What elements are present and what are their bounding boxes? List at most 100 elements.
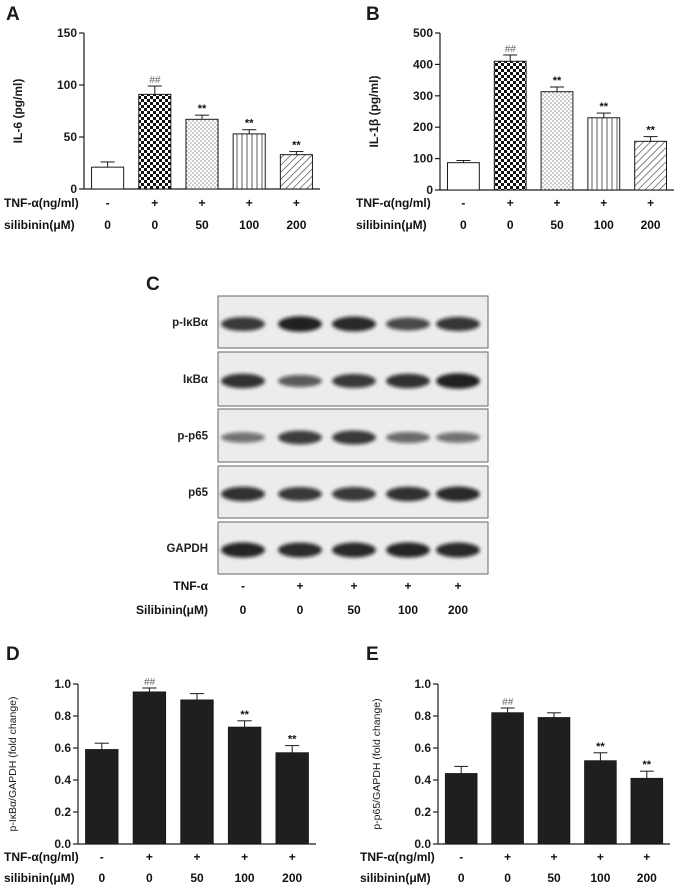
blot-condition-value: 0 <box>297 603 304 617</box>
y-tick-label: 500 <box>413 26 433 40</box>
bar <box>275 752 309 845</box>
significance-mark: ** <box>600 101 609 113</box>
y-tick-label: 300 <box>413 89 433 103</box>
blot-band <box>436 316 480 332</box>
condition-value: + <box>553 196 560 210</box>
condition-label: silibinin(μM) <box>4 871 75 885</box>
bar <box>584 760 617 845</box>
y-tick-label: 0.2 <box>414 805 431 819</box>
y-tick-label: 0.2 <box>54 805 71 819</box>
significance-mark: ** <box>198 103 207 115</box>
condition-value: - <box>461 196 465 210</box>
y-tick-label: 0.6 <box>54 741 71 755</box>
condition-value: 0 <box>104 218 111 232</box>
panel-label-d: D <box>6 644 20 665</box>
condition-value: 100 <box>590 871 610 885</box>
bar <box>138 93 172 190</box>
condition-value: + <box>507 196 514 210</box>
blot-condition-value: + <box>454 579 461 593</box>
panel-label-c: C <box>146 274 160 295</box>
blot-condition-value: + <box>296 579 303 593</box>
condition-label: TNF-α(ng/ml) <box>356 196 431 210</box>
condition-value: 100 <box>594 218 614 232</box>
blot-row-label: p-IκBα <box>172 317 208 329</box>
y-tick-label: 50 <box>64 130 78 144</box>
y-tick-label: 0 <box>70 182 77 196</box>
condition-label: TNF-α(ng/ml) <box>360 850 435 864</box>
blot-row-label: GAPDH <box>166 543 208 555</box>
blot-band <box>278 316 322 332</box>
condition-value: 200 <box>641 218 661 232</box>
bar <box>132 691 167 845</box>
blot-band <box>221 373 265 389</box>
condition-label: silibinin(μM) <box>360 871 431 885</box>
blot-band <box>332 374 376 388</box>
blot-band <box>221 317 265 331</box>
blot-row-label: p-p65 <box>177 431 208 443</box>
chart-p-ikba-ratio: 0.0 0.2 0.4 0.6 0.8 1.0 p-IκBα/GAPDH (fold cha… <box>4 677 316 885</box>
blot-band <box>386 373 430 389</box>
significance-mark: ## <box>505 44 517 55</box>
y-tick-label: 100 <box>413 152 433 166</box>
bar <box>493 60 527 191</box>
blot-condition-value: + <box>404 579 411 593</box>
chart-il1b: 0 100 200 300 400 500 IL-1β (pg/ml) - 0 ## +0 ** +50… <box>356 26 674 232</box>
condition-value: + <box>151 196 158 210</box>
blot-band <box>436 542 480 558</box>
blot-band <box>332 487 376 501</box>
bar <box>630 777 664 845</box>
blot-band <box>332 542 376 558</box>
condition-value: + <box>504 850 511 864</box>
condition-value: + <box>193 850 200 864</box>
y-axis-label: IL-6 (pg/ml) <box>11 79 25 144</box>
condition-value: 50 <box>550 218 564 232</box>
y-tick-label: 150 <box>57 26 77 40</box>
bar <box>634 140 668 191</box>
y-tick-label: 0.0 <box>414 837 431 851</box>
blot-band <box>386 486 430 502</box>
y-axis-label: p-p65/GAPDH (fold change) <box>371 698 383 829</box>
condition-value: 0 <box>146 871 153 885</box>
blot-band <box>386 432 430 443</box>
condition-value: 0 <box>98 871 105 885</box>
blot-condition-label: Silibinin(μM) <box>136 603 208 617</box>
bar <box>491 712 524 845</box>
blot-band <box>278 375 322 387</box>
significance-mark: ** <box>643 759 652 771</box>
significance-mark: ** <box>646 125 655 137</box>
blot-condition-value: + <box>350 579 357 593</box>
condition-value: 0 <box>460 218 467 232</box>
chart-p-p65-ratio: 0.0 0.2 0.4 0.6 0.8 1.0 p-p65/GAPDH (fold chan… <box>360 677 670 885</box>
condition-value: - <box>106 196 110 210</box>
bar <box>537 717 571 845</box>
blot-band <box>436 373 480 389</box>
condition-value: + <box>289 850 296 864</box>
condition-label: silibinin(μM) <box>356 218 427 232</box>
blot-band <box>278 430 322 445</box>
condition-value: + <box>643 850 650 864</box>
bar <box>540 91 574 191</box>
blot-band <box>436 432 480 443</box>
condition-value: 50 <box>547 871 561 885</box>
condition-value: + <box>600 196 607 210</box>
condition-value: + <box>198 196 205 210</box>
blot-row-label: p65 <box>188 487 208 499</box>
condition-value: 0 <box>151 218 158 232</box>
condition-value: + <box>597 850 604 864</box>
bar <box>227 726 262 845</box>
bar <box>85 749 119 845</box>
condition-value: 50 <box>190 871 204 885</box>
condition-value: - <box>459 850 463 864</box>
bar <box>444 773 478 845</box>
significance-mark: ** <box>292 140 301 152</box>
y-axis-label: p-IκBα/GAPDH (fold change) <box>7 696 19 831</box>
y-tick-label: 100 <box>57 78 77 92</box>
bar <box>180 699 214 845</box>
bar <box>91 166 125 190</box>
condition-value: 100 <box>239 218 259 232</box>
significance-mark: ** <box>288 734 297 746</box>
bar <box>279 154 313 190</box>
panel-label-b: B <box>366 4 380 25</box>
y-tick-label: 0.8 <box>414 709 431 723</box>
